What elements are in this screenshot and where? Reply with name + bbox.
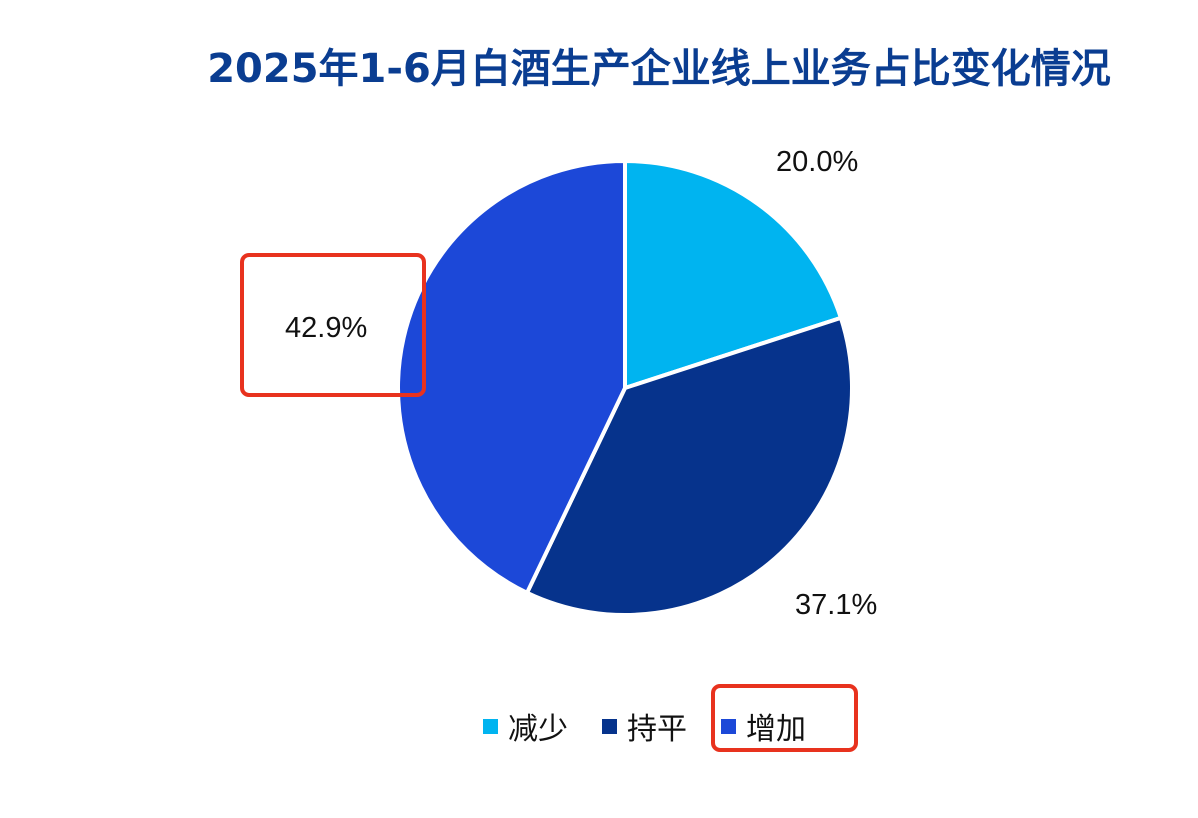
pie-slice-flat	[525, 315, 854, 617]
chart-legend: 减少 持平 增加	[483, 703, 806, 749]
data-label-decrease: 20.0%	[776, 146, 859, 178]
legend-item-increase: 增加	[721, 704, 806, 748]
legend-label-flat: 持平	[627, 712, 687, 747]
legend-label-decrease: 减少	[508, 712, 568, 747]
legend-swatch-flat	[602, 718, 617, 734]
legend-item-decrease: 减少	[483, 704, 568, 748]
legend-label-increase: 增加	[746, 712, 806, 747]
legend-swatch-increase	[721, 718, 736, 734]
chart-title: 2025年1-6月白酒生产企业线上业务占比变化情况	[207, 46, 1111, 92]
legend-swatch-decrease	[483, 718, 498, 734]
data-label-flat: 37.1%	[795, 589, 878, 621]
highlight-box-legend	[711, 684, 858, 752]
highlight-box-data-label	[240, 253, 426, 397]
pie-slice-decrease	[623, 159, 843, 390]
data-label-increase: 42.9%	[285, 312, 368, 344]
legend-item-flat: 持平	[602, 704, 687, 748]
pie-slice-increase	[396, 159, 627, 595]
